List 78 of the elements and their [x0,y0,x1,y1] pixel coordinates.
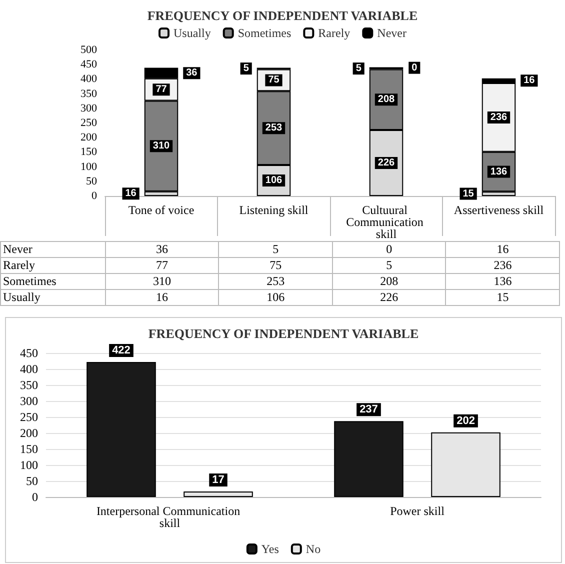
y-tick-label: 350 [80,88,98,100]
data-label: 202 [456,414,475,427]
chart-title: FREQUENCY OF INDEPENDENT VARIABLE [147,8,418,23]
y-tick-label: 150 [80,146,98,158]
x-tick-label: Listening skill [239,203,309,217]
y-tick-label: 100 [20,458,38,472]
text: 236 [490,112,508,123]
text: 77 [156,84,167,96]
y-tick-label: 450 [80,58,98,71]
data-label: 237 [360,404,378,416]
text: 310 [152,140,170,152]
data-label: 422 [112,344,130,356]
text: 36 [186,68,198,79]
data-label: 77 [105,258,219,274]
y-tick-label: 350 [20,378,38,392]
y-tick-label: 400 [80,73,98,86]
x-tick-label: Cultuural Communication skill [346,203,426,241]
data-label: 5 [332,258,446,274]
y-tick-label: 400 [20,362,38,376]
text: 5 [243,63,249,74]
chart-title: FREQUENCY OF INDEPENDENT VARIABLE [148,326,419,341]
x-tick-label: Power skill [390,504,446,518]
x-tick-label: Interpersonal Communication skill [96,504,244,530]
y-tick-label: 300 [20,394,38,408]
data-label: 208 [332,274,446,290]
y-tick-label: 200 [80,132,98,144]
y-tick-label: 50 [26,474,38,488]
data-label: 5 [218,242,332,258]
data-label: 15 [446,290,560,306]
y-tick-label: 250 [80,117,98,129]
data-label: 0 [332,242,446,258]
y-tick-label: 200 [20,426,38,440]
text: 226 [378,158,395,169]
y-tick-label: 150 [20,442,38,456]
legend-label: Rarely [318,26,350,40]
y-tick-label: 100 [80,160,98,173]
text: 75 [268,74,280,86]
text: 253 [265,122,282,134]
text: 208 [378,94,395,106]
text: Never [3,242,32,256]
x-tick-label: Assertiveness skill [454,203,544,217]
x-tick-label: Tone of voice [128,203,194,217]
text: Sometimes [3,274,56,288]
data-label: 136 [446,274,560,290]
text: 106 [265,175,282,186]
y-tick-label: 0 [92,190,98,202]
text: Usually [3,290,40,304]
bar [184,492,253,497]
y-tick-label: 0 [32,490,38,504]
text: 0 [412,62,418,74]
legend-label: No [306,542,321,556]
y-tick-label: 300 [80,102,98,114]
data-label: 253 [218,274,332,290]
bar [86,362,156,497]
y-tick-label: 50 [86,175,98,188]
text: 15 [462,188,474,200]
y-tick-label: 450 [20,346,38,360]
legend-label: Sometimes [238,26,292,40]
bar [334,421,404,497]
text: 16 [125,188,136,200]
text: 136 [490,166,508,178]
legend-label: Never [377,26,406,40]
text: Rarely [3,258,35,272]
data-label: 226 [332,290,446,306]
y-tick-label: 250 [20,410,38,424]
data-label: 310 [105,274,219,290]
text: 5 [356,63,362,74]
data-label: 106 [218,290,332,306]
data-label: 16 [446,242,560,258]
legend-label: Yes [261,542,280,556]
y-tick-label: 500 [80,44,98,56]
data-label: 16 [105,290,219,306]
data-label: 75 [218,258,332,274]
data-label: 236 [446,258,560,274]
data-label: 36 [105,242,219,258]
data-label: 17 [212,474,224,486]
legend-label: Usually [174,26,211,40]
text: 16 [524,75,535,86]
